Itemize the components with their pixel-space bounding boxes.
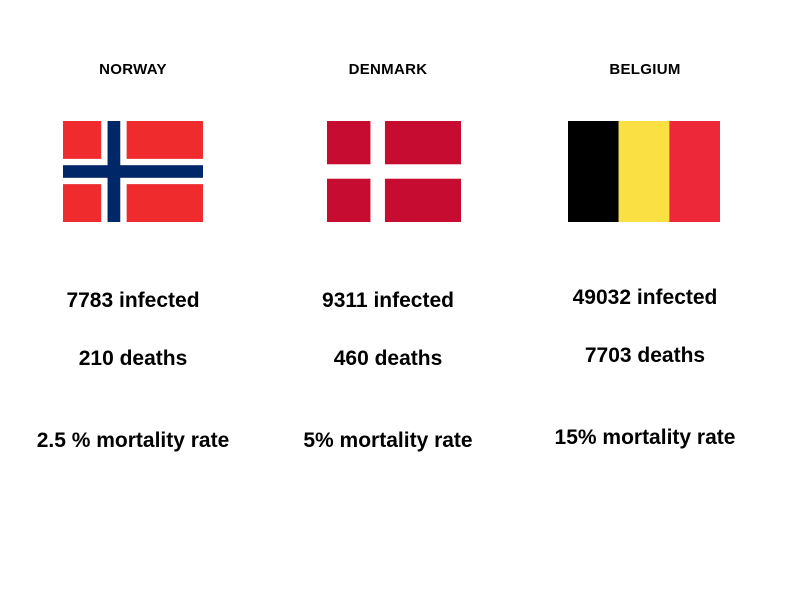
mortality-rate: 5% mortality rate [303, 429, 473, 452]
country-column-belgium: BELGIUM 49032 infected 7703 deaths 15% m… [515, 0, 775, 600]
denmark-flag-graphic [327, 121, 461, 222]
country-column-norway: NORWAY 7783 infected 210 deaths 2.5 % mo… [3, 0, 263, 600]
norway-flag-image [63, 121, 203, 222]
deaths-count: 460 deaths [333, 347, 443, 370]
norway-flag-graphic [63, 121, 203, 222]
country-name-denmark: DENMARK [348, 61, 428, 78]
belgium-flag-graphic [568, 121, 720, 222]
denmark-flag-image [327, 121, 461, 222]
mortality-rate: 15% mortality rate [554, 426, 736, 449]
mortality-rate: 2.5 % mortality rate [36, 429, 230, 452]
country-name-norway: NORWAY [99, 61, 167, 78]
infected-count: 7783 infected [66, 289, 200, 312]
deaths-count: 210 deaths [78, 347, 188, 370]
infected-count: 49032 infected [572, 286, 718, 309]
deaths-count: 7703 deaths [584, 344, 706, 367]
belgium-flag-image [568, 121, 720, 222]
country-column-denmark: DENMARK 9311 infected 460 deaths 5% mort… [258, 0, 518, 600]
country-name-belgium: BELGIUM [609, 61, 681, 78]
infected-count: 9311 infected [322, 289, 454, 312]
